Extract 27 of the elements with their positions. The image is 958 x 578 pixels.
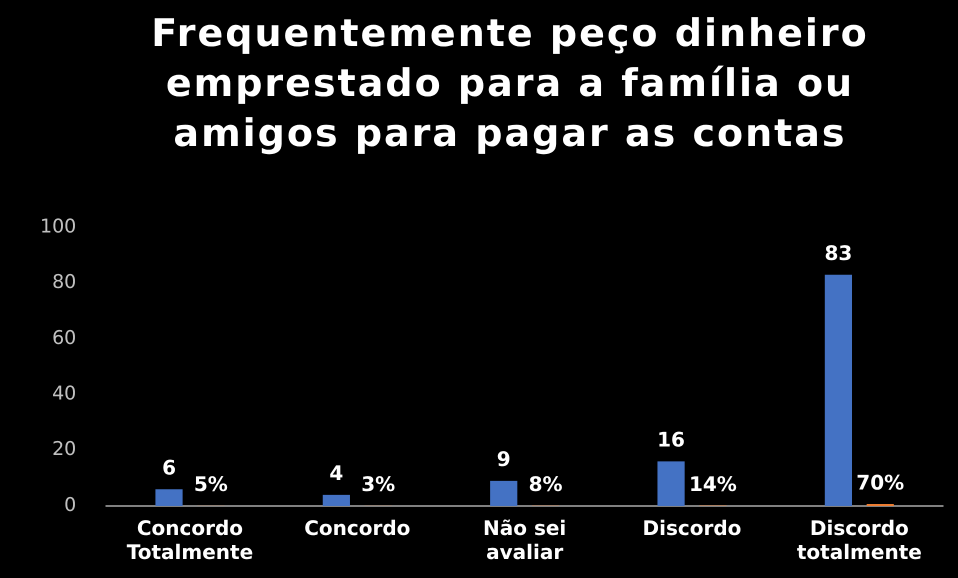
chart-title: Frequentemente peço dinheiro emprestado para a família ou amigos para pagar as contas: [150, 10, 870, 157]
data-label: 9: [496, 447, 511, 472]
data-label: 3%: [361, 472, 396, 496]
x-tick-label: Concordo: [304, 516, 410, 540]
bar: [490, 480, 518, 506]
bar: [657, 461, 685, 506]
data-label: 70%: [856, 470, 904, 494]
y-tick-label: 60: [52, 326, 76, 349]
data-label: 5%: [194, 472, 228, 496]
data-label: 4: [329, 461, 344, 486]
bar: [155, 489, 183, 506]
x-tick-label: Concordo Totalmente: [126, 516, 254, 564]
y-tick-label: 80: [52, 271, 76, 294]
data-label: 83: [824, 240, 852, 265]
y-tick-label: 20: [52, 438, 76, 460]
x-tick-label: Discordo totalmente: [796, 516, 922, 564]
y-tick-label: 0: [64, 494, 76, 516]
y-tick-label: 100: [40, 215, 76, 238]
data-label: 8%: [528, 472, 563, 496]
data-label: 14%: [688, 472, 737, 496]
bar: [824, 274, 852, 506]
x-tick-label: Discordo: [642, 516, 742, 540]
bar: [322, 494, 350, 506]
x-tick-label: Não sei avaliar: [483, 516, 566, 564]
data-label: 6: [162, 455, 176, 480]
data-label: 16: [657, 428, 685, 452]
y-tick-label: 40: [52, 382, 76, 404]
